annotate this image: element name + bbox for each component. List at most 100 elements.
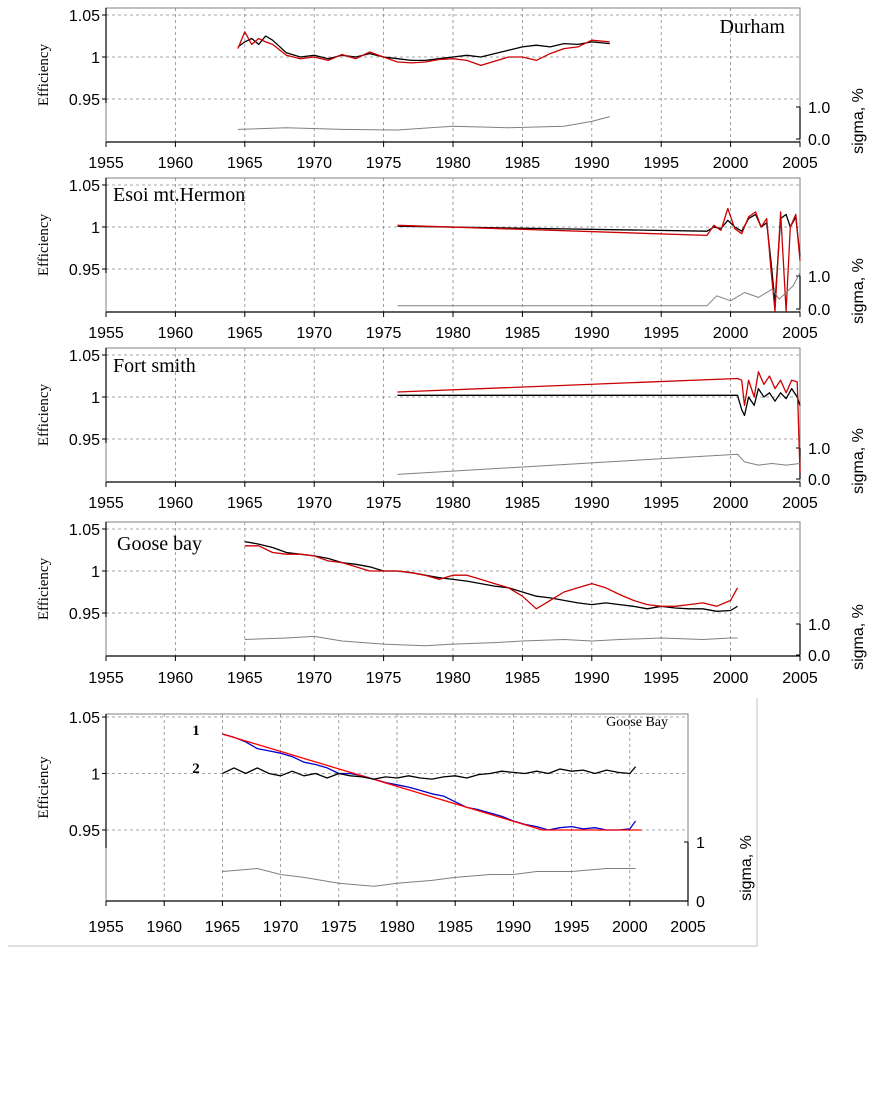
x-tick-label: 1970 [296,155,332,172]
sigma-series-line [397,272,801,307]
y-axis-label: Efficiency [36,557,52,620]
sigma-series-line [222,868,636,887]
x-tick-label: 1955 [88,670,124,687]
x-tick-label: 1970 [296,325,332,342]
sigma-series-line [237,116,610,131]
x-tick-label: 1995 [643,325,679,342]
x-tick-label: 1955 [88,495,124,512]
x-tick-label: 1995 [554,919,590,936]
x-tick-label: 1980 [379,919,415,936]
x-tick-label: 1975 [366,495,402,512]
chart-panel-4: 1955 1960 1965 1970 1975 1980 1985 1990 1995 2000… [36,521,867,687]
x-tick-label: 1960 [158,155,194,172]
x-tick-label: 1955 [88,155,124,172]
sigma-tick-label: 1 [696,835,705,852]
series-line-3 [222,766,637,780]
x-tick-label: 1965 [227,325,263,342]
x-tick-label: 1965 [227,495,263,512]
y-axis-label: Efficiency [36,213,52,276]
x-tick-label: 1995 [643,670,679,687]
x-tick-label: 1960 [158,495,194,512]
x-tick-label: 1975 [366,670,402,687]
x-tick-label: 1955 [88,325,124,342]
series-annotation-2: 2 [192,761,200,777]
x-tick-label: 2000 [713,325,749,342]
x-tick-label: 1985 [505,155,541,172]
x-tick-label: 1985 [505,495,541,512]
x-tick-label: 1970 [263,919,299,936]
sigma-tick-label: 0.0 [808,472,830,489]
x-tick-label: 1980 [435,155,471,172]
x-tick-label: 2000 [713,155,749,172]
y-tick-label: 1.05 [69,178,100,195]
series-line-2 [397,371,801,473]
chart-title: Esoi mt.Hermon [113,184,245,206]
y-tick-label: 1 [91,50,100,67]
x-tick-label: 1995 [643,155,679,172]
y-axis-label: Efficiency [36,43,52,106]
x-tick-label: 1965 [205,919,241,936]
x-tick-label: 1990 [574,495,610,512]
y-tick-label: 1 [91,564,100,581]
x-tick-label: 1960 [158,325,194,342]
sigma-series-line [397,453,801,475]
sigma-series-line [244,635,738,647]
sigma-tick-label: 0 [696,894,705,911]
x-tick-label: 1990 [574,155,610,172]
x-tick-label: 1980 [435,495,471,512]
x-tick-label: 1975 [321,919,357,936]
chart-panel-2: 1955 1960 1965 1970 1975 1980 1985 1990 1995 2000… [36,177,867,342]
chart-panel-3: 1955 1960 1965 1970 1975 1980 1985 1990 1995 2000… [36,347,867,512]
sigma-axis-label: sigma, % [850,604,867,670]
x-tick-label: 1975 [366,155,402,172]
sigma-tick-label: 0.0 [808,302,830,319]
x-tick-label: 2000 [713,495,749,512]
x-tick-label: 1970 [296,495,332,512]
series-line-2 [237,31,610,67]
x-tick-label: 2005 [782,495,818,512]
y-tick-label: 1 [91,767,100,784]
series-line-2 [222,733,642,831]
y-tick-label: 1.05 [69,8,100,25]
x-tick-label: 1985 [505,325,541,342]
x-tick-label: 1985 [437,919,473,936]
x-tick-label: 2000 [713,670,749,687]
series-line-1 [244,540,738,612]
y-tick-label: 0.95 [69,92,100,109]
x-tick-label: 1980 [435,325,471,342]
series-line-1 [237,35,610,62]
series-line-1 [397,387,801,417]
series-line-2 [244,545,739,610]
x-tick-label: 2005 [782,325,818,342]
chart-title: Goose Bay [606,715,668,730]
x-tick-label: 1965 [227,155,263,172]
x-tick-label: 1980 [435,670,471,687]
x-tick-label: 1955 [88,919,124,936]
sigma-tick-label: 1.0 [808,269,830,286]
x-tick-label: 1960 [158,670,194,687]
sigma-tick-label: 1.0 [808,100,830,117]
x-tick-label: 2005 [782,670,818,687]
sigma-axis-label: sigma, % [850,428,867,494]
y-axis-label: Efficiency [36,383,52,446]
panel-5-frame [8,698,758,947]
sigma-tick-label: 1.0 [808,617,830,634]
x-tick-label: 1970 [296,670,332,687]
sigma-tick-label: 0.0 [808,132,830,149]
x-tick-label: 2005 [670,919,706,936]
sigma-axis-label: sigma, % [738,835,755,901]
y-tick-label: 0.95 [69,432,100,449]
x-tick-label: 1990 [574,325,610,342]
sigma-axis-label: sigma, % [850,88,867,154]
chart-panel-5: 1955 1960 1965 1970 1975 1980 1985 1990 1995 2000… [36,710,755,936]
y-tick-label: 1.05 [69,348,100,365]
chart-title: Durham [719,16,785,38]
x-tick-label: 1990 [496,919,532,936]
sigma-axis-label: sigma, % [850,258,867,324]
series-annotation-1: 1 [192,723,200,739]
y-tick-label: 1.05 [69,710,100,727]
x-tick-label: 2000 [612,919,648,936]
x-tick-label: 1985 [505,670,541,687]
series-line-1 [222,733,637,831]
